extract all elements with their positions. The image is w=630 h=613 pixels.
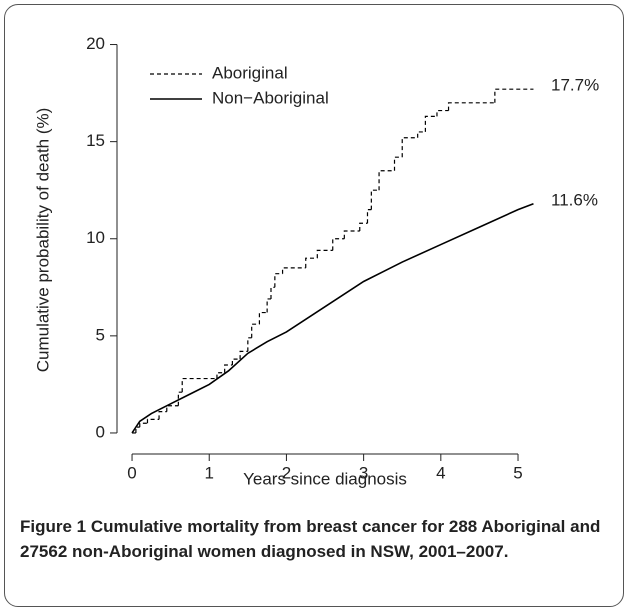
step-segment [424,115,437,132]
step-segment [316,249,333,259]
x-tick-label: 2 [282,463,291,482]
x-tick-label: 0 [127,463,136,482]
step-segment [216,372,225,379]
step-segment [366,209,372,224]
y-tick-label: 15 [86,131,105,150]
step-segment [266,298,271,313]
x-axis-label: Years since diagnosis [243,469,407,488]
step-segment [177,391,183,406]
y-axis-label: Cumulative probability of death (%) [33,108,52,373]
step-segment [281,267,306,274]
step-segment [231,358,241,365]
step-segment [494,88,534,103]
x-tick-label: 4 [436,463,445,482]
step-segment [146,418,160,424]
step-segment [224,364,233,373]
x-tick-label: 3 [359,463,368,482]
step-segment [436,109,449,117]
step-segment [447,102,495,111]
step-segment [158,411,167,420]
y-tick-label: 10 [86,228,105,247]
y-tick-label: 5 [96,325,105,344]
step-segment [181,377,217,393]
step-segment [247,337,252,352]
frame [4,4,624,607]
y-tick-label: 20 [86,34,105,53]
step-segment [359,222,368,231]
legend-label: Aboriginal [212,63,288,82]
step-segment [139,422,148,428]
end-label: 11.6% [551,190,598,209]
step-segment [370,189,380,210]
x-tick-label: 5 [513,463,522,482]
caption: Figure 1 Cumulative mortality from breas… [20,517,601,561]
step-segment [393,156,403,171]
step-segment [239,350,248,360]
step-segment [305,257,318,268]
chart: Years since diagnosis Cumulative probabi… [33,34,599,488]
series-line [131,203,534,434]
step-segment [343,230,360,239]
step-segment [274,273,283,288]
step-segment [270,286,275,299]
step-segment [378,170,395,191]
step-segment [251,323,260,338]
step-segment [166,405,179,412]
step-segment [258,311,268,325]
step-segment [135,426,140,433]
y-tick-label: 0 [96,422,105,441]
end-label: 17.7% [551,76,599,95]
step-segment [417,131,426,138]
x-tick-label: 1 [205,463,214,482]
step-segment [332,238,345,251]
step-segment [401,137,418,158]
legend-label: Non−Aboriginal [212,88,329,107]
